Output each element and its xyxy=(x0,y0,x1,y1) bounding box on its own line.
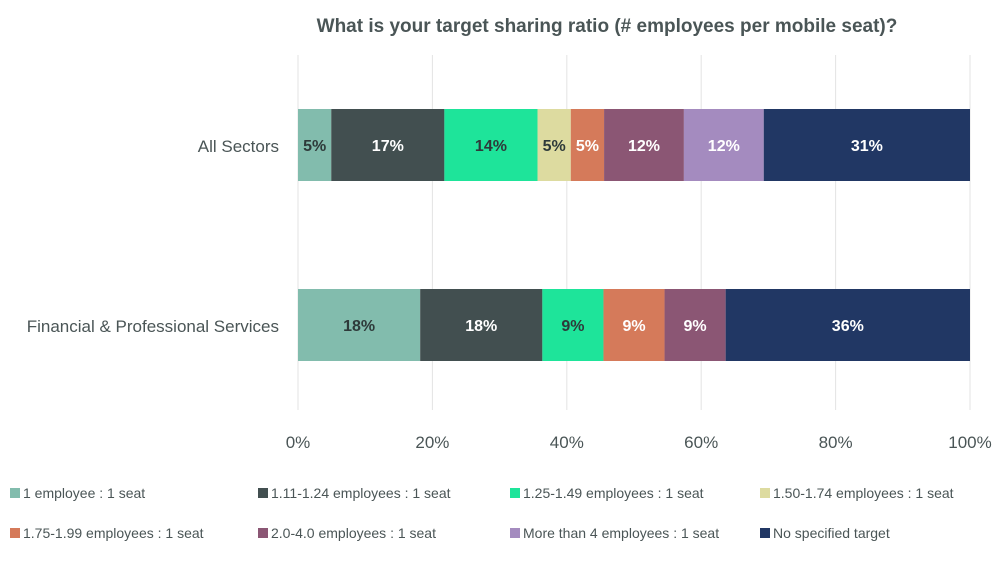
data-label: 5% xyxy=(543,138,566,155)
bar-segment xyxy=(542,289,604,361)
data-label: 36% xyxy=(832,318,864,335)
legend-swatch xyxy=(760,528,770,538)
data-label: 9% xyxy=(684,318,707,335)
category-label: All Sectors xyxy=(198,137,279,156)
legend-label: 1.25-1.49 employees : 1 seat xyxy=(523,485,704,501)
legend-swatch xyxy=(258,528,268,538)
bar-segment xyxy=(604,109,684,181)
legend-label: 2.0-4.0 employees : 1 seat xyxy=(271,525,436,541)
bar-segment xyxy=(763,109,970,181)
x-tick-label: 60% xyxy=(684,433,718,452)
bar-segment xyxy=(603,289,665,361)
x-tick-label: 100% xyxy=(948,433,991,452)
legend-label: 1.75-1.99 employees : 1 seat xyxy=(23,525,204,541)
data-label: 17% xyxy=(372,138,404,155)
x-tick-label: 20% xyxy=(415,433,449,452)
legend-swatch xyxy=(510,488,520,498)
x-tick-label: 80% xyxy=(819,433,853,452)
legend-swatch xyxy=(258,488,268,498)
data-label: 9% xyxy=(561,318,584,335)
data-label: 5% xyxy=(303,138,326,155)
bar-segment xyxy=(298,109,332,181)
legend-label: 1.11-1.24 employees : 1 seat xyxy=(271,485,451,501)
bar-segment xyxy=(683,109,764,181)
data-label: 14% xyxy=(475,138,507,155)
data-label: 12% xyxy=(708,138,740,155)
bar-segment xyxy=(570,109,605,181)
legend-label: 1.50-1.74 employees : 1 seat xyxy=(773,485,954,501)
bar-segment xyxy=(537,109,571,181)
data-label: 5% xyxy=(576,138,599,155)
legend-label: More than 4 employees : 1 seat xyxy=(523,525,719,541)
data-label: 9% xyxy=(622,318,645,335)
legend-label: 1 employee : 1 seat xyxy=(23,485,145,501)
bar-segment xyxy=(298,289,421,361)
legend-swatch xyxy=(760,488,770,498)
legend-swatch xyxy=(10,488,20,498)
category-label: Financial & Professional Services xyxy=(27,317,279,336)
legend-swatch xyxy=(10,528,20,538)
legend-label: No specified target xyxy=(773,525,890,541)
bar-segment xyxy=(725,289,970,361)
data-label: 31% xyxy=(851,138,883,155)
chart-title: What is your target sharing ratio (# emp… xyxy=(317,16,898,37)
bar-segment xyxy=(664,289,726,361)
x-tick-label: 40% xyxy=(550,433,584,452)
bar-segment xyxy=(420,289,543,361)
bar-segment xyxy=(444,109,538,181)
bar-segment xyxy=(331,109,445,181)
data-label: 12% xyxy=(628,138,660,155)
data-label: 18% xyxy=(465,318,497,335)
legend-swatch xyxy=(510,528,520,538)
x-tick-label: 0% xyxy=(286,433,311,452)
data-label: 18% xyxy=(343,318,375,335)
